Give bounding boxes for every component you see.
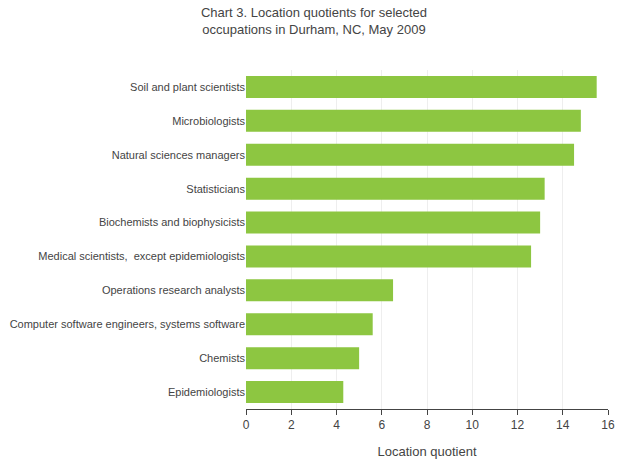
- svg-text:Location quotient: Location quotient: [377, 444, 476, 459]
- svg-text:Natural sciences managers: Natural sciences managers: [112, 149, 246, 161]
- svg-text:0: 0: [243, 418, 250, 432]
- svg-text:Chemists: Chemists: [199, 352, 245, 364]
- svg-text:Microbiologists: Microbiologists: [172, 115, 245, 127]
- svg-text:12: 12: [511, 418, 525, 432]
- svg-text:Epidemiologists: Epidemiologists: [168, 386, 246, 398]
- svg-text:Medical scientists, except ep: Medical scientists, except epidemiologis…: [38, 250, 245, 262]
- svg-text:6: 6: [378, 418, 385, 432]
- svg-text:Chart 3. Location quotients fo: Chart 3. Location quotients for selected…: [201, 5, 427, 37]
- svg-text:Statisticians: Statisticians: [186, 183, 245, 195]
- svg-text:8: 8: [424, 418, 431, 432]
- svg-text:10: 10: [466, 418, 480, 432]
- svg-text:Biochemists and biophysicists: Biochemists and biophysicists: [99, 216, 246, 228]
- svg-text:16: 16: [601, 418, 615, 432]
- svg-text:Computer software engineers, s: Computer software engineers, systems sof…: [10, 318, 245, 330]
- svg-text:2: 2: [288, 418, 295, 432]
- svg-text:4: 4: [333, 418, 340, 432]
- svg-text:14: 14: [556, 418, 570, 432]
- svg-text:Soil and plant scientists: Soil and plant scientists: [130, 81, 245, 93]
- svg-text:Operations research analysts: Operations research analysts: [102, 284, 246, 296]
